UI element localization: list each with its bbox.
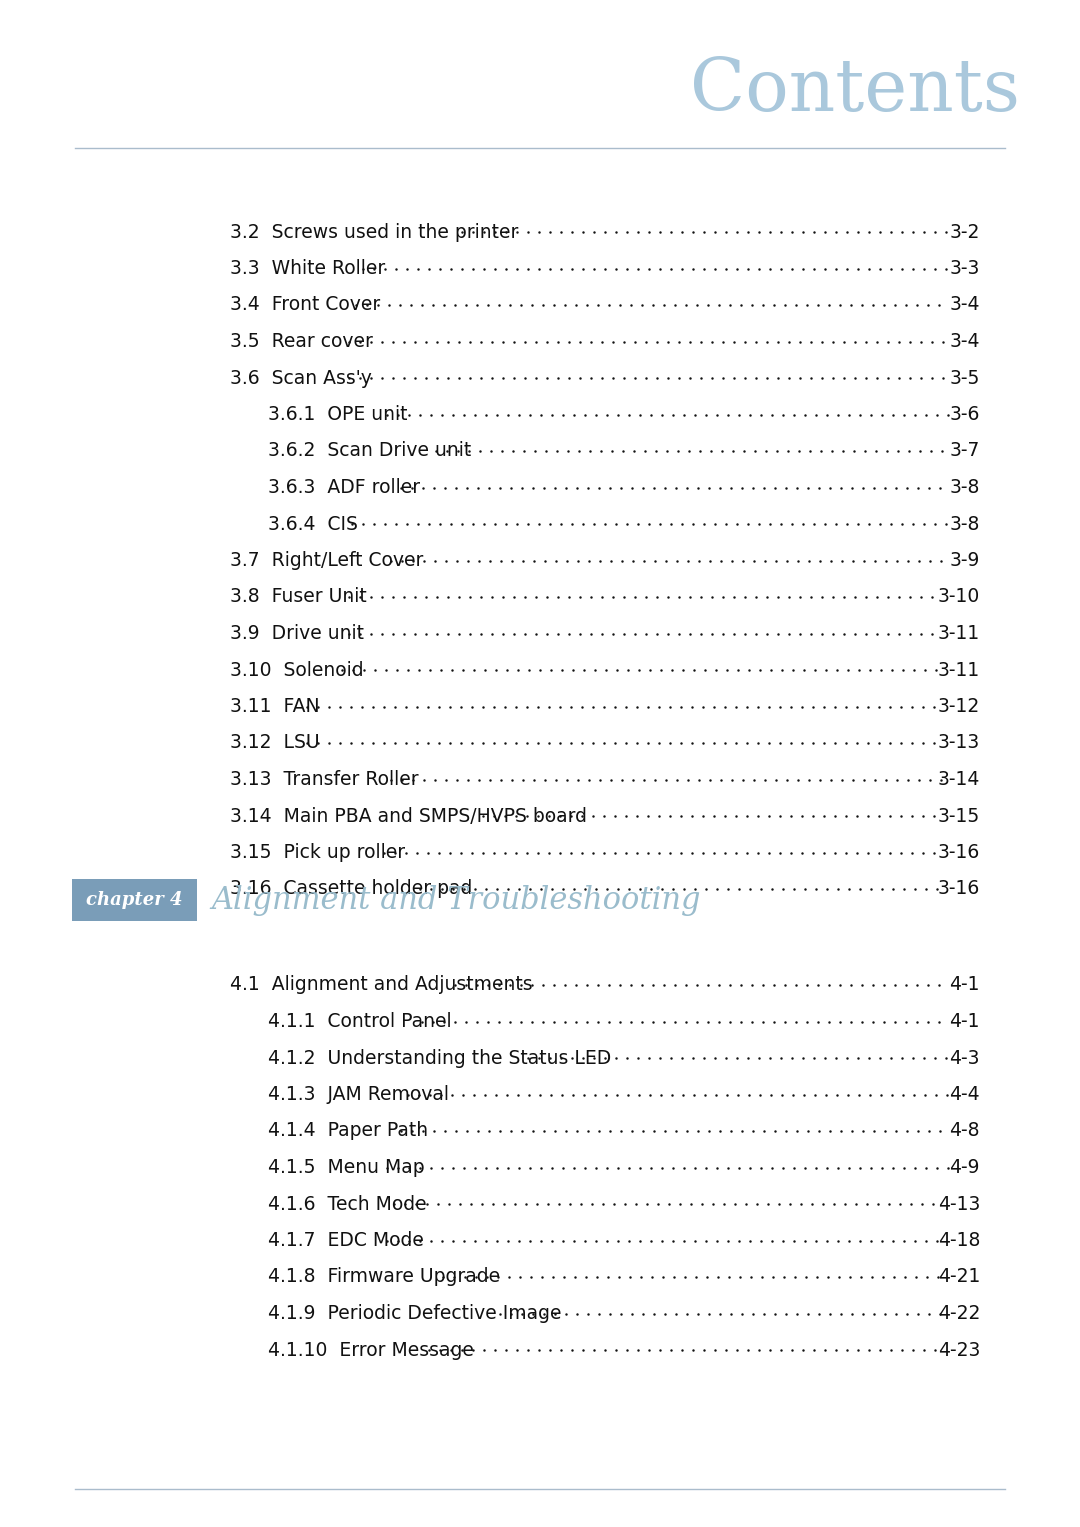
Text: 4.1  Alignment and Adjustments: 4.1 Alignment and Adjustments: [230, 976, 532, 994]
Text: 3.14  Main PBA and SMPS/HVPS board: 3.14 Main PBA and SMPS/HVPS board: [230, 806, 588, 826]
Text: 3.11  FAN: 3.11 FAN: [230, 696, 320, 716]
Text: 3-16: 3-16: [937, 880, 980, 898]
Text: 3.12  LSU: 3.12 LSU: [230, 733, 320, 753]
Text: 4-9: 4-9: [949, 1157, 980, 1177]
Text: 3-4: 3-4: [949, 296, 980, 315]
Text: 3-4: 3-4: [949, 331, 980, 351]
Text: 4-21: 4-21: [937, 1267, 980, 1287]
Text: 4-4: 4-4: [949, 1086, 980, 1104]
Text: 3-8: 3-8: [949, 478, 980, 496]
Text: 4.1.4  Paper Path: 4.1.4 Paper Path: [268, 1121, 428, 1141]
Text: 4-1: 4-1: [949, 976, 980, 994]
Text: 3.6.4  CIS: 3.6.4 CIS: [268, 515, 357, 533]
Text: Alignment and Troubleshooting: Alignment and Troubleshooting: [211, 884, 701, 916]
Text: 4.1.3  JAM Removal: 4.1.3 JAM Removal: [268, 1086, 449, 1104]
Text: 3.8  Fuser Unit: 3.8 Fuser Unit: [230, 588, 367, 606]
Text: 4.1.9  Periodic Defective Image: 4.1.9 Periodic Defective Image: [268, 1304, 562, 1322]
Text: 3.2  Screws used in the printer: 3.2 Screws used in the printer: [230, 223, 518, 241]
Text: 3.3  White Roller: 3.3 White Roller: [230, 260, 386, 278]
Text: 3-14: 3-14: [937, 770, 980, 789]
Text: 3.16  Cassette holder pad: 3.16 Cassette holder pad: [230, 880, 472, 898]
Text: 3-6: 3-6: [949, 405, 980, 425]
Text: 3-9: 3-9: [949, 551, 980, 570]
Text: 3.6.1  OPE unit: 3.6.1 OPE unit: [268, 405, 407, 425]
Text: 4-23: 4-23: [937, 1341, 980, 1359]
Text: 3.6.3  ADF roller: 3.6.3 ADF roller: [268, 478, 420, 496]
Text: 4.1.6  Tech Mode: 4.1.6 Tech Mode: [268, 1194, 427, 1214]
Text: 3-3: 3-3: [949, 260, 980, 278]
Text: 4.1.2  Understanding the Status LED: 4.1.2 Understanding the Status LED: [268, 1049, 611, 1067]
Text: 4-3: 4-3: [949, 1049, 980, 1067]
Text: 3.6.2  Scan Drive unit: 3.6.2 Scan Drive unit: [268, 441, 471, 461]
Text: 3.5  Rear cover: 3.5 Rear cover: [230, 331, 373, 351]
Text: 4-1: 4-1: [949, 1012, 980, 1031]
FancyBboxPatch shape: [72, 880, 197, 921]
Text: 3-8: 3-8: [949, 515, 980, 533]
Text: 3-10: 3-10: [937, 588, 980, 606]
Text: 3.15  Pick up roller: 3.15 Pick up roller: [230, 843, 405, 863]
Text: 3-7: 3-7: [949, 441, 980, 461]
Text: 3-15: 3-15: [937, 806, 980, 826]
Text: 3.7  Right/Left Cover: 3.7 Right/Left Cover: [230, 551, 423, 570]
Text: 3-11: 3-11: [937, 661, 980, 680]
Text: 3-13: 3-13: [937, 733, 980, 753]
Text: 4-13: 4-13: [937, 1194, 980, 1214]
Text: 4.1.10  Error Message: 4.1.10 Error Message: [268, 1341, 474, 1359]
Text: 3-16: 3-16: [937, 843, 980, 863]
Text: 3-5: 3-5: [949, 368, 980, 388]
Text: Contents: Contents: [690, 55, 1020, 125]
Text: 4-22: 4-22: [937, 1304, 980, 1322]
Text: 4.1.5  Menu Map: 4.1.5 Menu Map: [268, 1157, 424, 1177]
Text: 4.1.8  Firmware Upgrade: 4.1.8 Firmware Upgrade: [268, 1267, 500, 1287]
Text: 3.10  Solenoid: 3.10 Solenoid: [230, 661, 364, 680]
Text: 3.9  Drive unit: 3.9 Drive unit: [230, 625, 364, 643]
Text: 3-11: 3-11: [937, 625, 980, 643]
Text: 4-8: 4-8: [949, 1121, 980, 1141]
Text: 4.1.1  Control Panel: 4.1.1 Control Panel: [268, 1012, 451, 1031]
Text: 3.13  Transfer Roller: 3.13 Transfer Roller: [230, 770, 419, 789]
Text: 3.4  Front Cover: 3.4 Front Cover: [230, 296, 380, 315]
Text: chapter 4: chapter 4: [86, 890, 183, 909]
Text: 3.6  Scan Ass'y: 3.6 Scan Ass'y: [230, 368, 372, 388]
Text: 3-2: 3-2: [949, 223, 980, 241]
Text: 4.1.7  EDC Mode: 4.1.7 EDC Mode: [268, 1231, 423, 1251]
Text: 3-12: 3-12: [937, 696, 980, 716]
Text: 4-18: 4-18: [937, 1231, 980, 1251]
